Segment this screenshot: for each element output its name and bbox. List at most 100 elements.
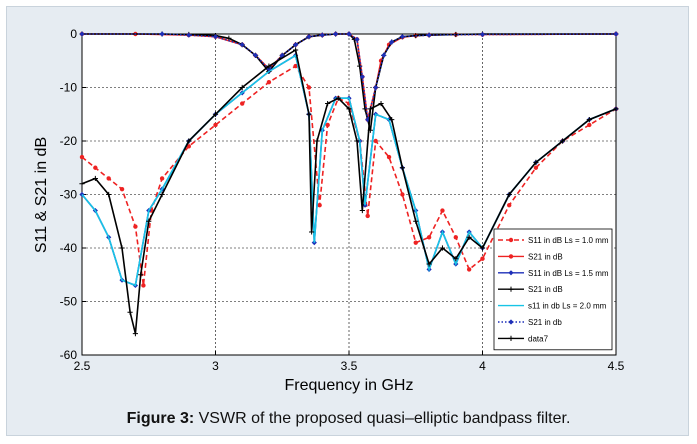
data-point xyxy=(413,240,418,245)
data-point xyxy=(365,213,370,219)
data-point xyxy=(293,42,299,48)
data-point xyxy=(533,159,539,165)
data-point xyxy=(309,229,315,235)
data-point xyxy=(354,138,360,144)
data-point xyxy=(319,32,325,38)
x-axis-label: Frequency in GHz xyxy=(285,377,414,394)
legend-label: S21 in db xyxy=(528,318,562,327)
legend-label: S11 in dB Ls = 1.5 mm xyxy=(528,269,609,278)
legend-marker xyxy=(508,237,514,243)
data-point xyxy=(186,138,192,144)
data-point xyxy=(453,256,459,262)
data-point xyxy=(325,122,330,128)
data-point xyxy=(306,85,312,90)
caption-text: VSWR of the proposed quasi–elliptic band… xyxy=(194,410,571,427)
data-point xyxy=(239,84,245,91)
data-point xyxy=(119,186,125,192)
y-tick-label: -60 xyxy=(60,348,78,362)
data-point xyxy=(106,176,111,181)
legend-marker xyxy=(508,319,514,325)
y-tick-label: -40 xyxy=(60,241,78,255)
data-point xyxy=(119,245,125,251)
data-point xyxy=(560,138,566,144)
data-point xyxy=(378,100,384,107)
data-point xyxy=(439,245,446,251)
legend-label: s11 in db Ls = 2.0 mm xyxy=(528,302,607,311)
data-point xyxy=(587,122,592,128)
legend-label: S21 in dB xyxy=(528,285,563,294)
data-point xyxy=(79,181,85,187)
data-point xyxy=(325,100,331,107)
data-point xyxy=(266,63,272,69)
data-point xyxy=(413,218,419,224)
data-point xyxy=(333,31,339,37)
y-tick-label: 0 xyxy=(70,27,77,41)
data-point xyxy=(132,331,138,337)
data-point xyxy=(146,218,152,224)
data-point xyxy=(479,31,486,38)
data-point xyxy=(212,111,219,117)
data-point xyxy=(400,192,405,197)
data-point xyxy=(389,117,395,123)
x-tick-label: 2.5 xyxy=(74,359,91,373)
data-point xyxy=(159,191,165,198)
x-tick-label: 3 xyxy=(212,359,219,373)
data-point xyxy=(453,235,458,240)
data-point xyxy=(389,39,395,45)
data-point xyxy=(479,245,486,251)
data-point xyxy=(293,63,298,69)
data-point xyxy=(106,191,112,198)
y-tick-label: -50 xyxy=(60,295,78,309)
series-5 xyxy=(81,54,617,287)
y-axis-label: S11 & S21 in dB xyxy=(33,137,50,253)
x-tick-label: 3.5 xyxy=(341,359,358,373)
data-point xyxy=(426,32,432,38)
legend-entry: S21 in db xyxy=(498,318,562,327)
series-6 xyxy=(79,31,619,123)
legend-marker xyxy=(508,254,514,259)
data-point xyxy=(507,203,512,208)
data-point xyxy=(362,106,368,112)
x-axis-ticks: 2.5 3 3.5 4 4.5 xyxy=(74,351,625,373)
data-point xyxy=(335,95,341,101)
data-point xyxy=(359,74,365,80)
data-point xyxy=(306,111,312,117)
data-point xyxy=(426,235,432,240)
data-point xyxy=(426,261,432,267)
y-tick-label: -10 xyxy=(60,81,78,95)
data-point xyxy=(239,42,245,48)
legend: S11 in dB Ls = 1.0 mm S21 in dB S11 in dB … xyxy=(493,228,613,351)
data-point xyxy=(141,283,146,288)
data-point xyxy=(613,31,619,37)
legend-entry: S21 in dB xyxy=(498,252,563,261)
data-point xyxy=(186,32,192,38)
legend-label: S21 in dB xyxy=(528,252,563,261)
legend-label: S11 in dB Ls = 1.0 mm xyxy=(528,236,609,245)
data-point xyxy=(186,144,191,149)
data-point xyxy=(367,106,373,112)
series-line xyxy=(81,65,617,286)
data-point xyxy=(373,138,378,144)
legend-marker xyxy=(508,335,514,341)
legend-entry: S21 in dB xyxy=(498,285,563,294)
data-point xyxy=(346,106,352,112)
data-point xyxy=(266,66,272,72)
legend-entry: S11 in dB Ls = 1.5 mm xyxy=(498,269,609,278)
data-point xyxy=(386,154,392,160)
data-point xyxy=(317,203,322,208)
y-tick-label: -30 xyxy=(60,188,78,202)
data-point xyxy=(252,52,259,58)
data-point xyxy=(533,165,539,170)
legend-marker xyxy=(508,286,514,292)
data-point xyxy=(354,36,360,42)
y-tick-label: -20 xyxy=(60,134,78,148)
data-point xyxy=(506,191,512,198)
data-point xyxy=(212,34,219,40)
data-point xyxy=(306,34,312,40)
data-point xyxy=(586,117,592,123)
x-tick-label: 4.5 xyxy=(608,359,625,373)
data-point xyxy=(466,234,472,240)
data-point xyxy=(127,309,133,315)
data-point xyxy=(373,84,379,91)
caption-label: Figure 3: xyxy=(126,410,195,427)
